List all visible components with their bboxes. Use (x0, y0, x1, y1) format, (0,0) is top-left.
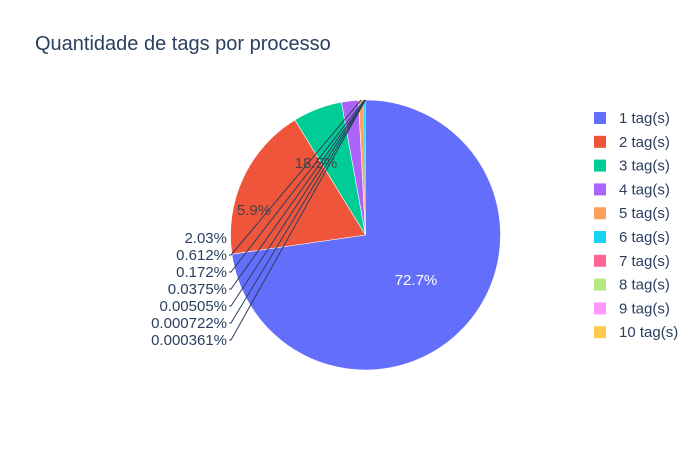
legend-swatch (594, 231, 606, 243)
legend-label: 7 tag(s) (619, 253, 670, 270)
legend-item-2-tag-s[interactable]: 2 tag(s) (594, 134, 670, 151)
legend-swatch (594, 207, 606, 220)
leader-line-6-tag-s (229, 99, 365, 273)
leader-line-8-tag-s (229, 99, 366, 307)
legend-swatch (594, 254, 606, 267)
legend-item-7-tag-s[interactable]: 7 tag(s) (594, 253, 670, 270)
pie-outside-labels: 2.03%0.612%0.172%0.0375%0.00505%0.000722… (151, 99, 366, 349)
pie-slice-2-tag-s (230, 119, 366, 255)
legend-label: 5 tag(s) (619, 205, 670, 222)
slice-label-9-tag-s: 0.000722% (151, 315, 227, 332)
chart-title: Quantidade de tags por processo (35, 33, 331, 55)
legend-item-9-tag-s[interactable]: 9 tag(s) (594, 300, 670, 317)
legend-swatch (594, 159, 606, 172)
legend-label: 8 tag(s) (619, 277, 670, 294)
legend-label: 2 tag(s) (619, 134, 670, 151)
legend-swatch (594, 302, 606, 315)
pie-slice-6-tag-s (363, 100, 366, 235)
slice-label-8-tag-s: 0.00505% (159, 298, 227, 315)
slice-label-4-tag-s: 2.03% (184, 230, 227, 247)
legend-label: 10 tag(s) (619, 324, 678, 341)
legend-swatch (594, 278, 606, 291)
legend-label: 6 tag(s) (619, 229, 670, 246)
legend-swatch (594, 183, 606, 196)
legend-swatch (594, 326, 606, 339)
legend-label: 9 tag(s) (619, 300, 670, 317)
legend-item-6-tag-s[interactable]: 6 tag(s) (594, 229, 670, 246)
leader-line-10-tag-s (229, 99, 366, 341)
legend-label: 3 tag(s) (619, 158, 670, 175)
pie-slices (230, 99, 501, 371)
legend-item-10-tag-s[interactable]: 10 tag(s) (594, 324, 678, 341)
slice-label-5-tag-s: 0.612% (176, 247, 227, 264)
legend-label: 1 tag(s) (619, 110, 670, 127)
leader-line-7-tag-s (229, 99, 366, 290)
legend-item-5-tag-s[interactable]: 5 tag(s) (594, 205, 670, 222)
legend-swatch (594, 135, 606, 148)
legend-item-4-tag-s[interactable]: 4 tag(s) (594, 181, 670, 198)
legend-label: 4 tag(s) (619, 181, 670, 198)
slice-label-10-tag-s: 0.000361% (151, 332, 227, 349)
legend-item-1-tag-s[interactable]: 1 tag(s) (594, 110, 670, 127)
pie-slice-1-tag-s (231, 99, 501, 371)
leader-line-9-tag-s (229, 99, 366, 324)
leader-line-5-tag-s (229, 99, 362, 256)
legend-item-3-tag-s[interactable]: 3 tag(s) (594, 158, 670, 175)
slice-label-7-tag-s: 0.0375% (168, 281, 227, 298)
slice-label-6-tag-s: 0.172% (176, 264, 227, 281)
legend-item-8-tag-s[interactable]: 8 tag(s) (594, 277, 670, 294)
slice-label-1-tag-s: 72.7% (395, 272, 438, 289)
slice-label-3-tag-s: 5.9% (237, 202, 271, 219)
legend: 1 tag(s) 2 tag(s) 3 tag(s) 4 tag(s) 5 tag(s)… (594, 110, 678, 341)
legend-swatch (594, 112, 606, 124)
